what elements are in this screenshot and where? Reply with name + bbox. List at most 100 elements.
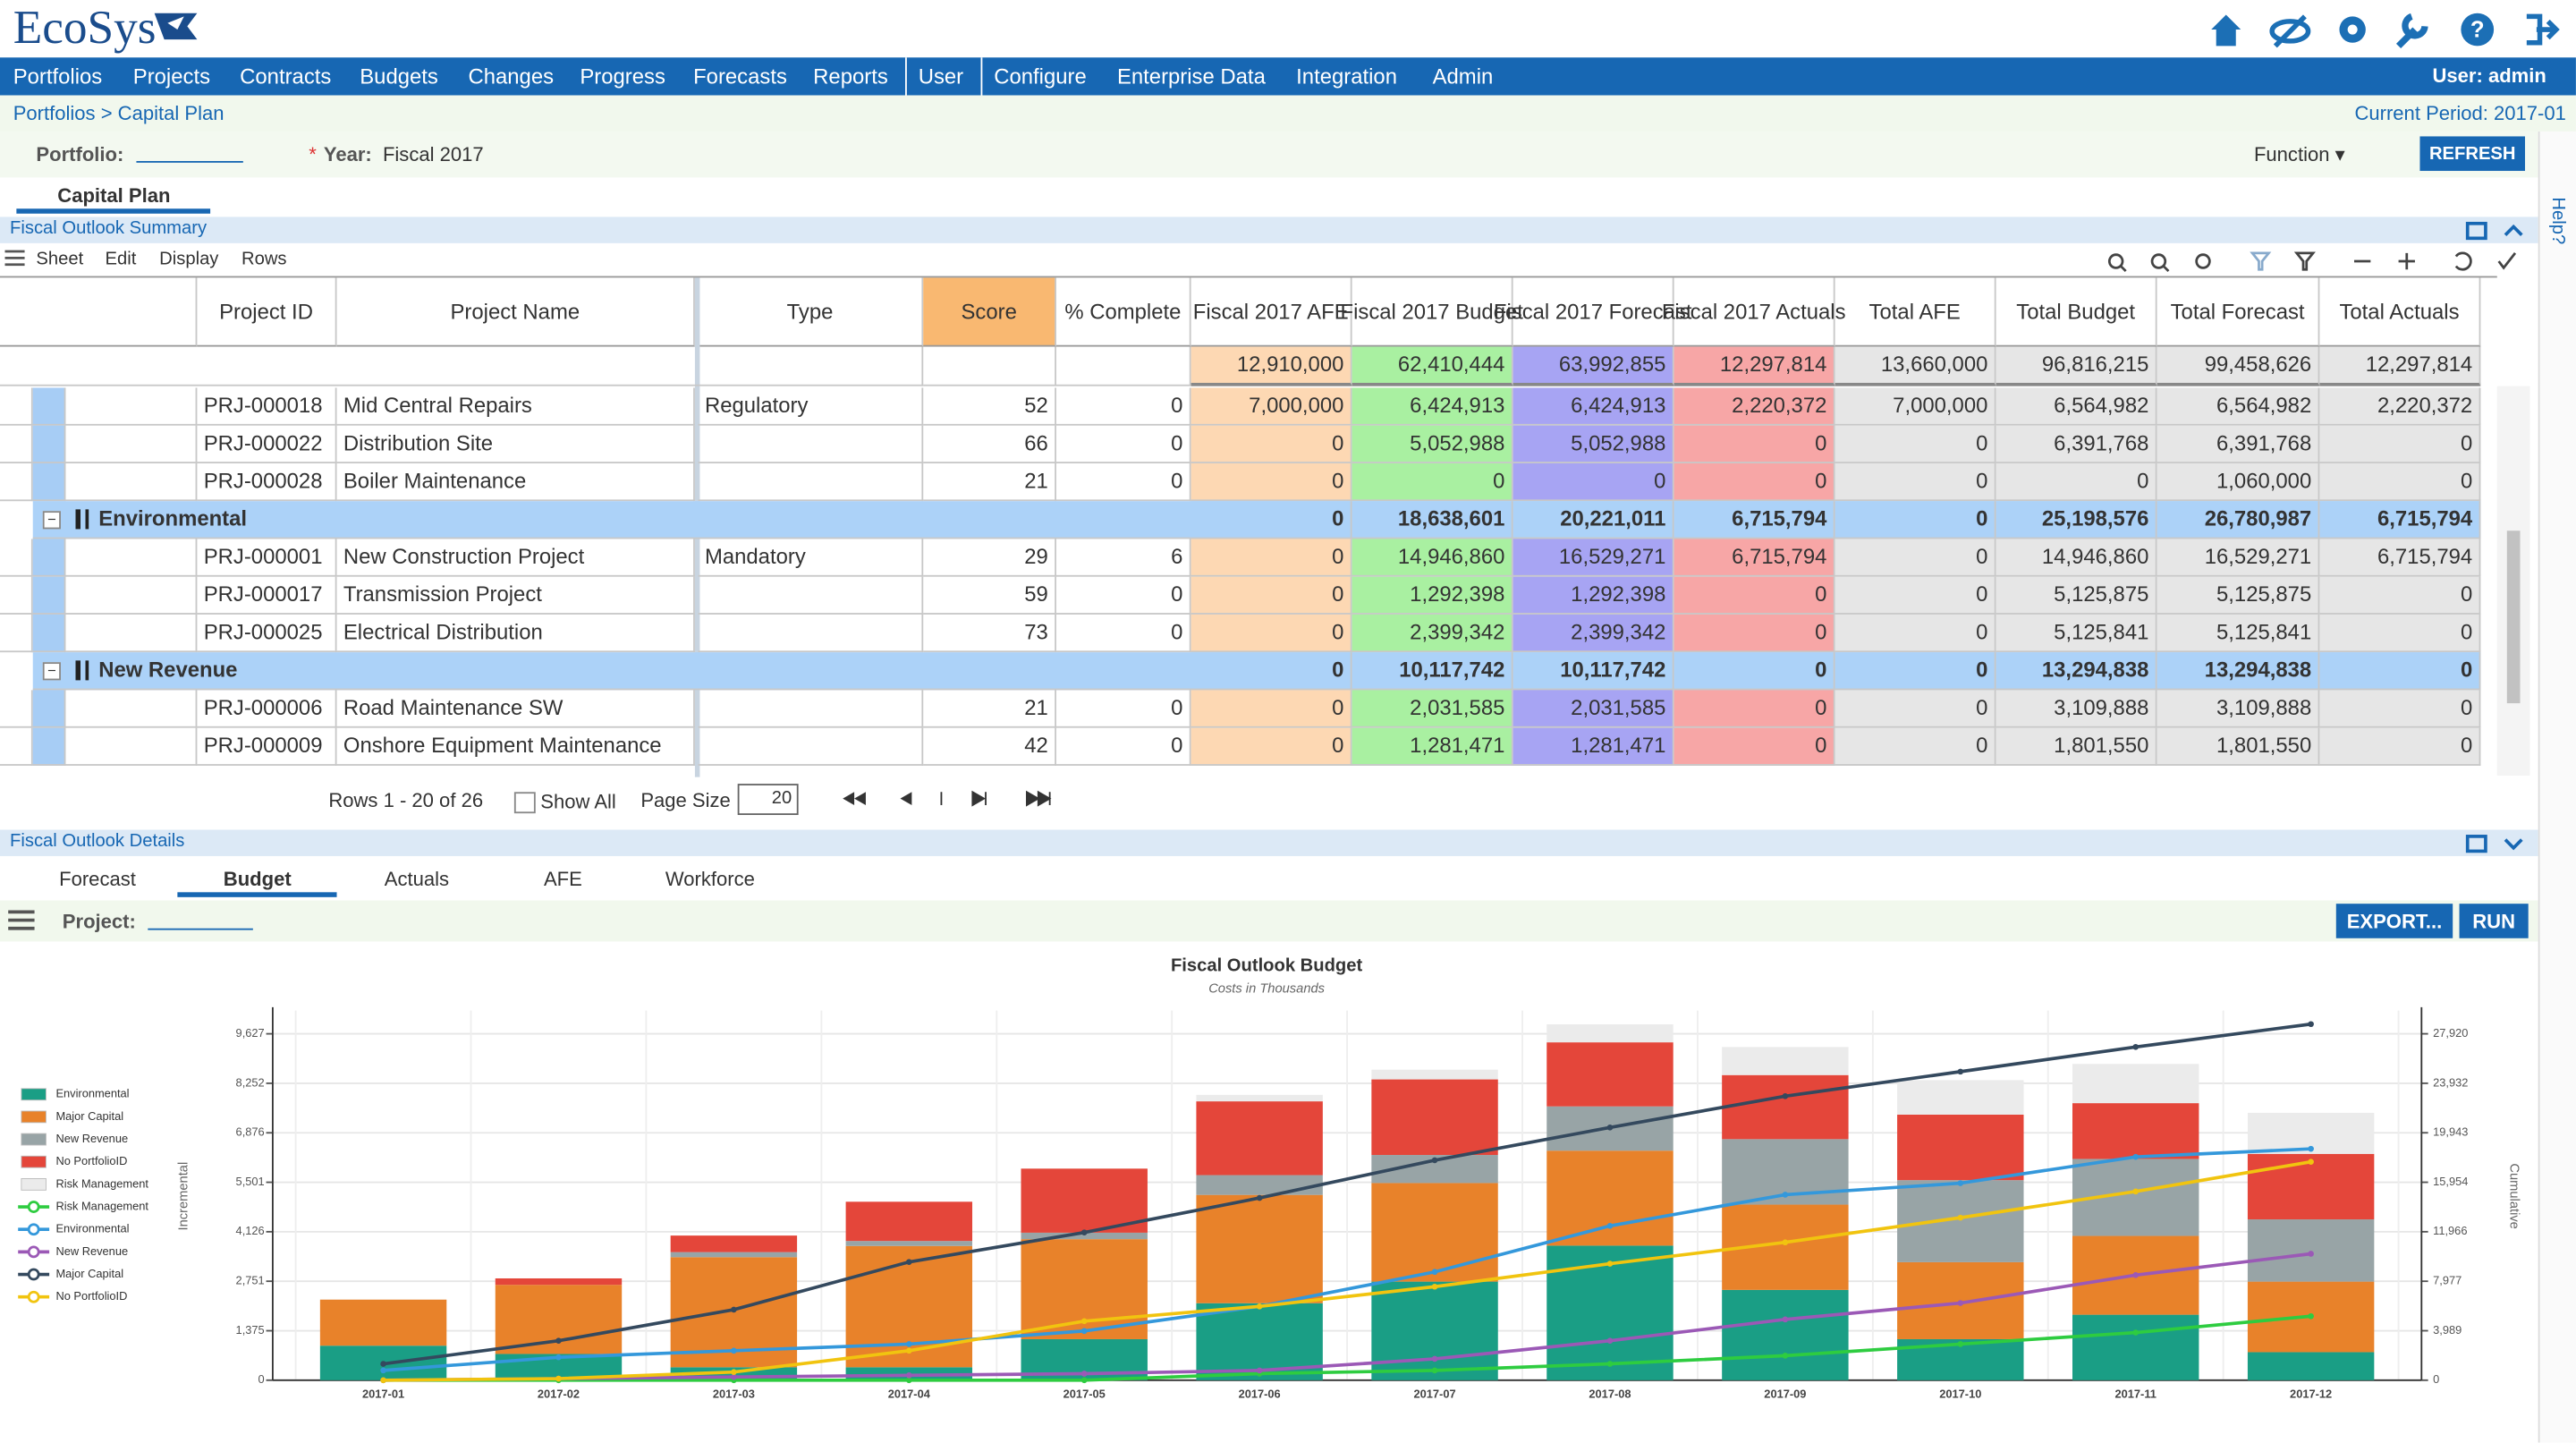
column-header[interactable]: Type [698,277,924,347]
row-cell: PRJ-000022 [197,425,337,463]
column-header[interactable]: Project ID [197,277,337,347]
breadcrumb[interactable]: Portfolios > Capital Plan [13,101,225,125]
bar-segment [1196,1094,1323,1102]
column-header[interactable]: Total AFE [1835,277,1996,347]
logo[interactable]: EcoSys [13,1,157,55]
row-value: 0 [1674,576,1835,615]
nav-item[interactable]: Reports [813,64,888,89]
nav-item[interactable]: Progress [580,64,665,89]
scroll-thumb[interactable] [2506,531,2521,704]
logo-icon [154,13,198,40]
toolbar-icons[interactable]: ? [2201,10,2566,53]
line-point [1080,1229,1088,1235]
row-stripe [32,614,66,653]
column-header[interactable]: Total Actuals [2319,277,2481,347]
row-cell [65,690,198,728]
page-size-input[interactable]: 20 [737,784,799,816]
menu-item[interactable]: Rows [241,250,287,270]
column-header[interactable]: % Complete [1055,277,1191,347]
column-header[interactable]: Project Name [336,277,695,347]
detail-tab[interactable]: Forecast [59,867,136,891]
x-tick-label: 2017-06 [1239,1388,1281,1401]
row-value: 0 [1835,576,1996,615]
nav-item[interactable]: Projects [132,64,211,89]
nav-item[interactable]: Contracts [240,64,332,89]
collapse-icon[interactable]: − [42,662,61,681]
legend-swatch-dot [27,1201,40,1213]
column-header[interactable]: Score [923,277,1056,347]
detail-tab[interactable]: Actuals [384,867,450,891]
row-cell [65,425,198,463]
row-value: 0 [1191,614,1352,653]
required-mark: * [309,142,317,166]
totals-cell [923,346,1056,386]
nav-item[interactable]: Configure [994,64,1087,89]
line-point [1606,1124,1614,1131]
row-cell: Transmission Project [336,576,695,615]
refresh-button[interactable]: REFRESH [2419,136,2526,172]
project-input[interactable] [148,928,253,930]
menu-item[interactable]: Display [159,250,219,270]
line-point [380,1367,386,1374]
nav-item[interactable]: Integration [1296,64,1397,89]
row-value: 0 [2319,463,2481,502]
chart-title: Fiscal Outlook Budget [1171,955,1363,975]
column-header[interactable]: Total Forecast [2157,277,2320,347]
detail-tab[interactable]: Budget [223,867,292,891]
y2-tick-label: 27,920 [2433,1026,2468,1040]
function-menu[interactable]: Function ▾ [2253,142,2345,166]
line-point [1606,1361,1614,1367]
nav-item[interactable]: Enterprise Data [1116,64,1266,89]
line-point [731,1369,737,1375]
grid-toolbar[interactable] [2103,250,2521,273]
line [383,1314,2311,1382]
nav-item[interactable]: User [918,64,964,89]
line [383,1252,2311,1382]
nav-item[interactable]: Portfolios [13,64,103,89]
export-button[interactable]: EXPORT... [2335,904,2453,938]
totals-value: 12,297,814 [1674,346,1835,386]
run-button[interactable]: RUN [2459,904,2529,938]
collapse-icon[interactable]: − [42,511,61,530]
column-header[interactable]: Total Budget [1996,277,2157,347]
detail-tab[interactable]: AFE [543,867,582,891]
summary-grid: Project ID Project Name Type Score% Complet… [0,276,2497,777]
pager-controls[interactable] [830,787,1052,811]
row-value: 2,399,342 [1352,614,1513,653]
details-controls[interactable] [2464,833,2529,854]
detail-tab[interactable]: Workforce [665,867,755,891]
user-label[interactable]: User: admin [2432,64,2546,88]
line [383,1159,2311,1382]
nav-item[interactable]: Budgets [360,64,438,89]
column-header[interactable]: Fiscal 2017 Budget [1340,277,1523,347]
project-hamburger[interactable] [6,909,36,932]
line-point [1080,1318,1088,1325]
hamburger[interactable] [4,248,27,267]
totals-value: 96,816,215 [1996,346,2157,386]
details-header [0,829,2538,856]
menu-item[interactable]: Sheet [36,250,84,270]
panel-controls[interactable] [2464,220,2529,242]
bar-segment [2247,1352,2375,1380]
legend-swatch [21,1133,47,1146]
row-value: 6,564,982 [1996,387,2157,426]
header-cell [0,277,198,347]
nav-item[interactable]: Forecasts [693,64,787,89]
row-value: 5,052,988 [1513,425,1674,463]
scrollbar[interactable] [2496,386,2530,776]
line-point [555,1337,562,1345]
totals-cell [1055,346,1191,386]
menu-item[interactable]: Edit [105,250,137,270]
tab[interactable]: Capital Plan [57,183,171,208]
help-tab[interactable]: Help? [2547,197,2568,245]
row-value: 2,031,585 [1513,690,1674,728]
nav-item[interactable]: Admin [1432,64,1494,89]
legend-label: No PortfolioID [55,1289,127,1303]
portfolio-input[interactable] [136,160,243,163]
column-header[interactable]: Fiscal 2017 Forecast [1494,277,1692,347]
nav-item[interactable]: Changes [468,64,555,89]
column-header[interactable]: Fiscal 2017 AFE [1191,277,1352,347]
show-all-checkbox[interactable] [513,792,536,814]
column-header[interactable]: Fiscal 2017 Actuals [1662,277,1846,347]
year-value[interactable]: Fiscal 2017 [382,142,484,166]
